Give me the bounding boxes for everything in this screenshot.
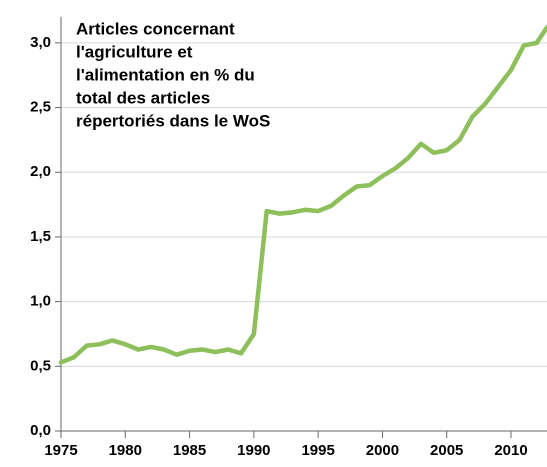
chart-title: l'alimentation en % du xyxy=(76,65,255,84)
chart-title: total des articles xyxy=(76,88,210,107)
chart-title: Articles concernant xyxy=(76,19,235,38)
x-tick-label: 2010 xyxy=(494,442,527,459)
y-tick-label: 1,0 xyxy=(30,293,51,310)
y-tick-label: 0,5 xyxy=(30,357,51,374)
x-tick-label: 1980 xyxy=(109,442,142,459)
y-tick-label: 1,5 xyxy=(30,228,51,245)
y-tick-label: 3,0 xyxy=(30,34,51,51)
x-tick-label: 2005 xyxy=(430,442,463,459)
x-tick-label: 2000 xyxy=(366,442,399,459)
chart-title: répertoriés dans le WoS xyxy=(76,111,270,130)
x-tick-label: 1985 xyxy=(173,442,206,459)
x-tick-label: 1995 xyxy=(301,442,334,459)
x-tick-label: 1975 xyxy=(44,442,77,459)
y-tick-label: 0,0 xyxy=(30,422,51,439)
y-tick-label: 2,0 xyxy=(30,163,51,180)
y-tick-label: 2,5 xyxy=(30,99,51,116)
data-line xyxy=(58,25,547,365)
x-tick-label: 1990 xyxy=(237,442,270,459)
chart-title: l'agriculture et xyxy=(76,42,193,61)
